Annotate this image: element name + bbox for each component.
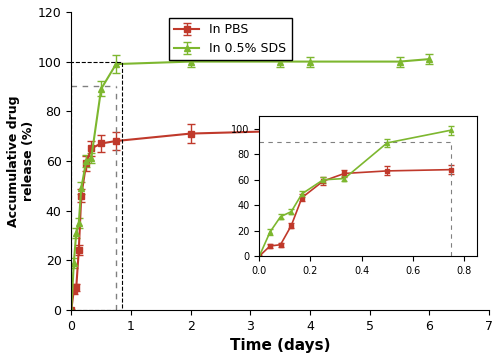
X-axis label: Time (days): Time (days) [230, 338, 330, 353]
Bar [72, 62, 122, 310]
Y-axis label: Accumulative drug
release (%): Accumulative drug release (%) [7, 95, 35, 226]
Legend: In PBS, In 0.5% SDS: In PBS, In 0.5% SDS [170, 18, 292, 60]
